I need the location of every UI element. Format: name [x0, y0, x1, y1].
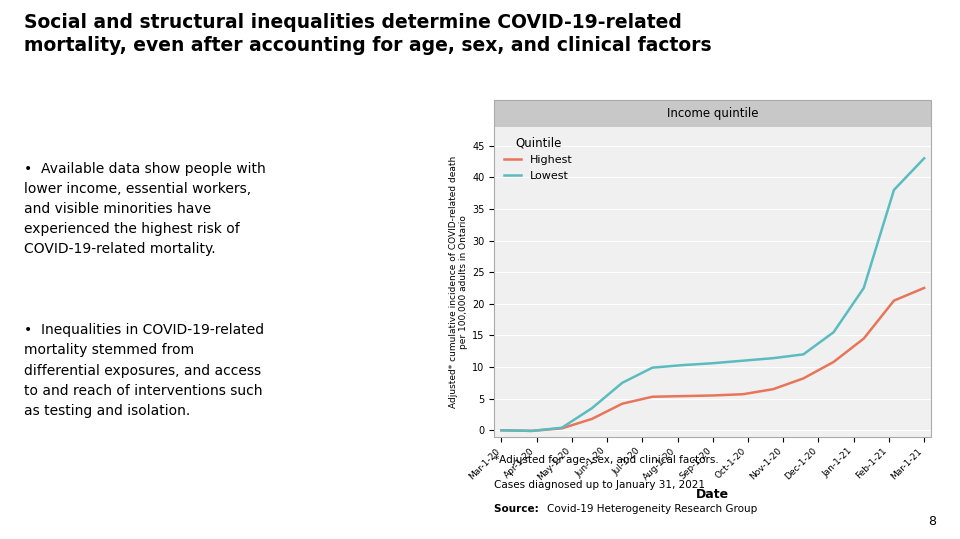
- Legend: Highest, Lowest: Highest, Lowest: [500, 132, 577, 185]
- Text: Social and structural inequalities determine COVID-19-related
mortality, even af: Social and structural inequalities deter…: [24, 13, 711, 55]
- Y-axis label: Adjusted* cumulative incidence of COVID-related death
per 100,000 adults in Onta: Adjusted* cumulative incidence of COVID-…: [448, 156, 468, 407]
- Text: 8: 8: [928, 515, 936, 528]
- Text: •  Available data show people with
lower income, essential workers,
and visible : • Available data show people with lower …: [24, 162, 266, 256]
- Text: Income quintile: Income quintile: [667, 107, 758, 120]
- Text: Covid-19 Heterogeneity Research Group: Covid-19 Heterogeneity Research Group: [547, 504, 757, 514]
- Text: •  Inequalities in COVID-19-related
mortality stemmed from
differential exposure: • Inequalities in COVID-19-related morta…: [24, 323, 264, 418]
- Text: *Adjusted for age, sex, and clinical factors.: *Adjusted for age, sex, and clinical fac…: [494, 455, 719, 466]
- Text: Cases diagnosed up to January 31, 2021: Cases diagnosed up to January 31, 2021: [494, 480, 706, 490]
- Text: Source:: Source:: [494, 504, 542, 514]
- X-axis label: Date: Date: [696, 488, 730, 501]
